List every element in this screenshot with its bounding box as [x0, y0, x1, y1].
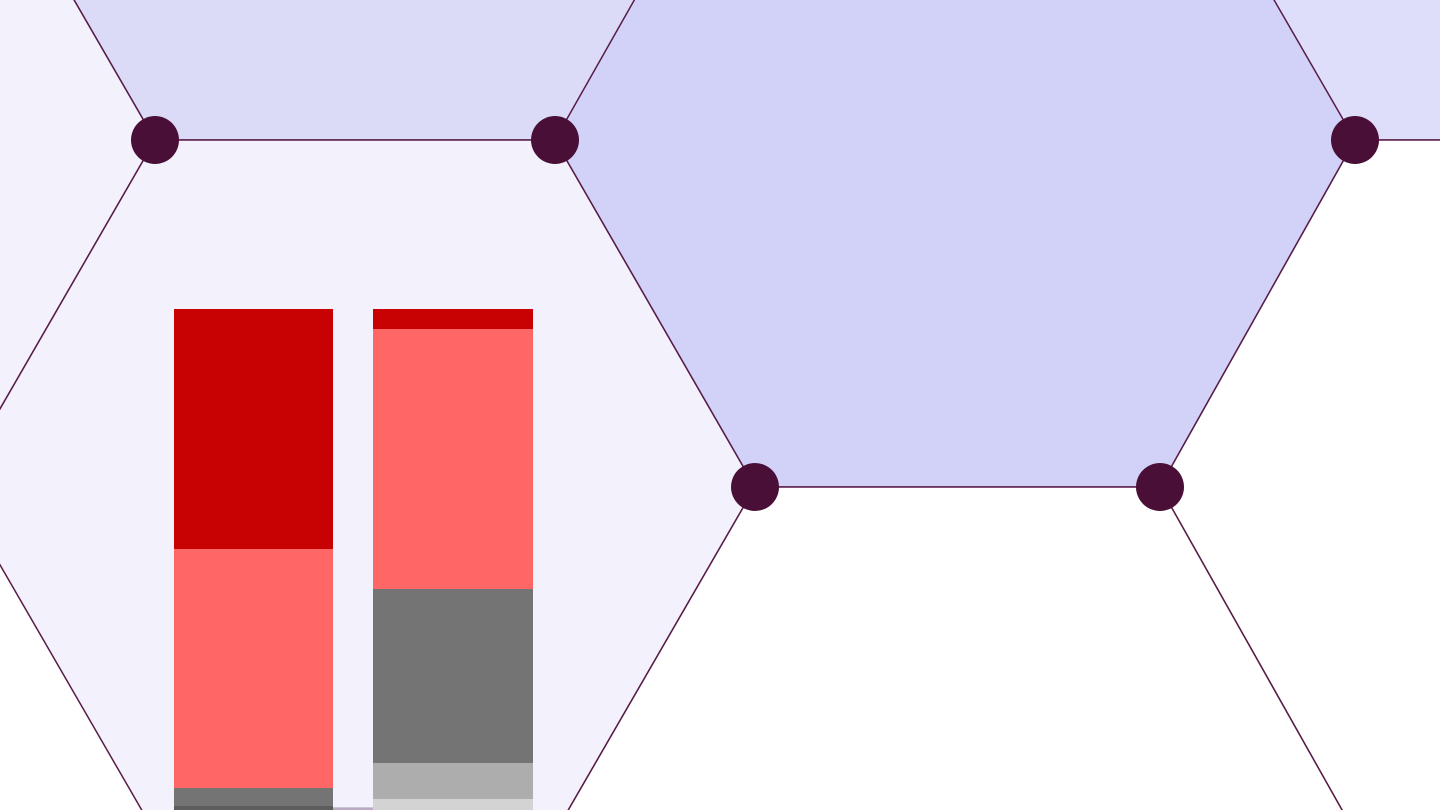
vertex-node-top-right[interactable]: [1331, 116, 1379, 164]
stacked-bar-bar-2-segment-medium-gray[interactable]: [373, 763, 533, 799]
stacked-bar-bar-1-segment-salmon[interactable]: [174, 549, 333, 788]
stacked-bar-bar-2-segment-dark-red[interactable]: [373, 309, 533, 329]
stacked-bar-bar-2-segment-dark-gray[interactable]: [373, 589, 533, 763]
vertex-node-bottom-right[interactable]: [1136, 463, 1184, 511]
vertex-node-top-left[interactable]: [131, 116, 179, 164]
stacked-bar-bar-1-segment-dark-red[interactable]: [174, 309, 333, 549]
stacked-bar-bar-2-segment-light-gray[interactable]: [373, 799, 533, 810]
vertex-node-bottom-left[interactable]: [731, 463, 779, 511]
vertex-node-top-middle[interactable]: [531, 116, 579, 164]
stacked-bar-bar-2-segment-salmon[interactable]: [373, 329, 533, 589]
stacked-bar-bar-1-segment-darker-gray[interactable]: [174, 806, 333, 810]
stacked-bar-bar-1-segment-dark-gray[interactable]: [174, 788, 333, 806]
